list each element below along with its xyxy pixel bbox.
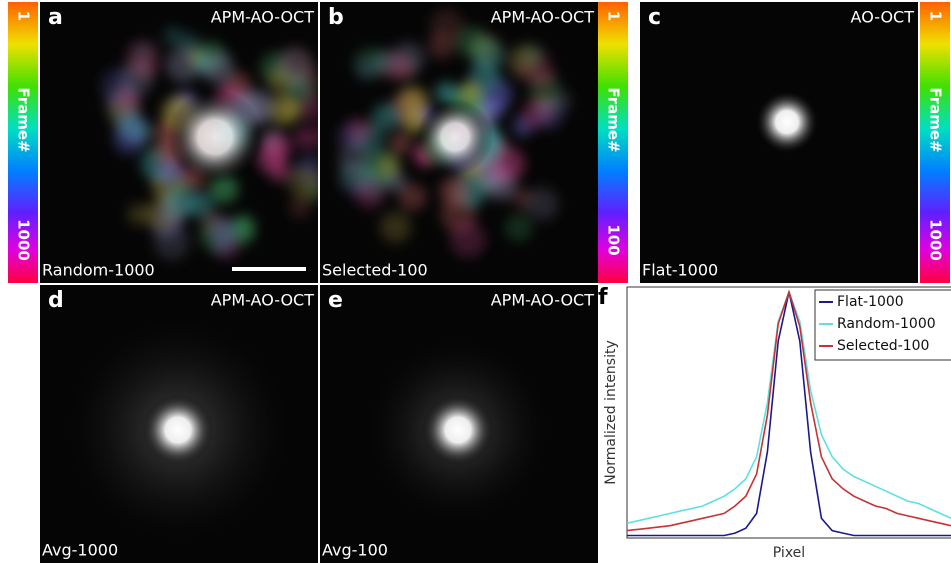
speckle: [288, 196, 311, 219]
bright-spot: [422, 394, 494, 466]
speckle: [525, 187, 559, 221]
speckle: [399, 86, 429, 117]
line: [626, 289, 951, 532]
speckle: [435, 81, 458, 104]
speckle: [534, 99, 565, 129]
speckle: [231, 218, 256, 243]
colorbar-label: 1: [15, 11, 33, 21]
speckle: [268, 160, 292, 183]
speckle: [353, 46, 386, 80]
colorbar-label: 1000: [15, 219, 33, 261]
speckle: [294, 65, 318, 97]
speckle: [288, 166, 318, 200]
speckle: [390, 133, 412, 154]
image-panel: e APM-AO-OCT Avg-100: [320, 285, 598, 563]
speckle: [209, 216, 237, 244]
legend-label: Random-1000: [837, 316, 936, 332]
panel-caption: Random-1000: [42, 261, 155, 280]
speckle: [459, 81, 481, 103]
speckle: [398, 182, 427, 211]
bright-spot: [755, 90, 819, 154]
image-panel: c AO-OCT Flat-1000: [640, 2, 918, 283]
speckle: [427, 32, 455, 59]
speckle: [354, 178, 386, 209]
colorbar: [920, 2, 950, 283]
colorbar: [598, 2, 628, 283]
panel-tag: APM-AO-OCT: [211, 8, 315, 27]
panel-caption: Selected-100: [322, 261, 428, 280]
colorbar-label: 1000: [927, 219, 945, 261]
legend-label: Selected-100: [837, 338, 929, 354]
image-panel: a APM-AO-OCT Random-1000: [40, 2, 318, 283]
colorbar-label: 100: [605, 224, 623, 255]
panel-tag: APM-AO-OCT: [491, 8, 595, 27]
colorbar-label: 1: [927, 11, 945, 21]
speckle: [345, 117, 373, 144]
speckle: [377, 154, 401, 178]
legend-label: Flat-1000: [837, 294, 904, 310]
speckle: [532, 67, 556, 91]
legend-box: [814, 289, 951, 361]
panel-caption: Avg-1000: [42, 541, 118, 560]
speckle: [153, 224, 190, 261]
panel-caption: Avg-100: [322, 541, 388, 560]
colorbar-label: Frame#: [605, 87, 623, 152]
speckle: [163, 183, 197, 217]
speckle: [202, 51, 235, 84]
y-axis-label: Normalized intensity: [603, 340, 619, 485]
speckle: [504, 213, 533, 242]
panel-tag: APM-AO-OCT: [491, 291, 595, 310]
panel-caption: Flat-1000: [642, 261, 718, 280]
plot-frame: [626, 286, 951, 539]
speckle: [379, 211, 412, 243]
x-axis-label: Pixel: [773, 545, 805, 561]
panel-letter: f: [598, 285, 608, 310]
speckle: [512, 187, 533, 209]
image-panel: b APM-AO-OCT Selected-100: [320, 2, 598, 283]
speckle: [372, 103, 401, 132]
speckle: [115, 111, 144, 140]
colorbar-label: 1: [605, 11, 623, 21]
speckle: [278, 98, 302, 122]
colorbar-label: Frame#: [927, 87, 945, 152]
panel-letter: a: [48, 5, 63, 30]
panel-tag: AO-OCT: [851, 8, 915, 27]
speckle: [519, 42, 545, 68]
panel-letter: c: [648, 5, 661, 30]
colorbar: [8, 2, 38, 283]
panel-letter: d: [48, 288, 64, 313]
speckle: [455, 26, 488, 58]
speckle: [262, 132, 292, 162]
speckle: [267, 68, 293, 94]
speckle: [439, 176, 470, 207]
speckle-core: [167, 89, 263, 185]
image-panel: d APM-AO-OCT Avg-1000: [40, 285, 318, 563]
panel-letter: e: [328, 288, 343, 313]
speckle: [450, 221, 486, 258]
speckle: [298, 95, 318, 122]
panel-tag: APM-AO-OCT: [211, 291, 315, 310]
speckle-core: [416, 98, 494, 176]
speckle: [119, 61, 154, 97]
speckle: [163, 26, 184, 47]
speckle: [337, 141, 370, 174]
speckle: [293, 126, 318, 150]
panel-letter: b: [328, 5, 344, 30]
speckle: [127, 203, 150, 226]
colorbar-label: Frame#: [15, 87, 33, 152]
bright-spot: [142, 394, 214, 466]
